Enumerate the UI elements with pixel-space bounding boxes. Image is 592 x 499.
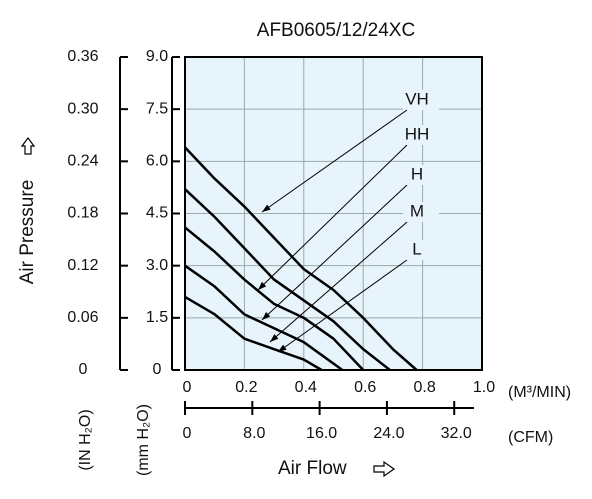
y2-tick-label: 0.12 (67, 257, 98, 274)
x-tick-label: 0.2 (235, 379, 257, 396)
legend-label-bg (403, 90, 439, 110)
legend-label: HH (405, 124, 430, 143)
leader-arrowhead (262, 311, 271, 320)
y-tick-label: 3.0 (146, 257, 168, 274)
y-tick-label: 9.0 (146, 48, 168, 65)
legend-label-bg (403, 240, 439, 260)
x-tick-label: 1.0 (473, 379, 495, 396)
y2-tick-label: 0.30 (67, 100, 98, 117)
series-line (184, 226, 365, 371)
y-tick-label: 4.5 (146, 205, 168, 222)
legend-label: M (410, 201, 424, 220)
right-arrow (373, 460, 396, 478)
legend-label: H (411, 164, 423, 183)
y-tick-label: 6.0 (146, 153, 168, 170)
leader-line (261, 184, 408, 321)
legend-label-bg (403, 165, 439, 185)
series-line (184, 146, 418, 371)
y-tick-label: 0 (153, 361, 162, 378)
x2-tick-label: 8.0 (243, 425, 265, 442)
legend-label-bg (403, 202, 439, 222)
x2-units: (CFM) (508, 429, 553, 446)
x-axis-label: Air Flow (278, 458, 347, 479)
x2-tick-label: 24.0 (373, 425, 404, 442)
x2-tick-label: 16.0 (306, 425, 337, 442)
y-tick-label: 1.5 (146, 309, 168, 326)
x-units: (M³/MIN) (508, 384, 571, 401)
leader-arrowhead (262, 204, 271, 212)
series-line (184, 264, 344, 372)
y2-tick-label: 0.06 (67, 309, 98, 326)
x-tick-label: 0.8 (413, 379, 435, 396)
leader-arrowhead (270, 334, 279, 342)
series-line (184, 188, 391, 371)
x-tick-label: 0.4 (295, 379, 317, 396)
series-line (184, 295, 323, 372)
y2-tick-label: 0.18 (67, 205, 98, 222)
legend-label: VH (405, 89, 429, 108)
leader-line (257, 144, 408, 291)
leader-line (269, 221, 408, 343)
leader-line (277, 259, 408, 353)
legend-label: L (412, 239, 421, 258)
y-units: (mm H₂O) (135, 404, 152, 476)
x-tick-label: 0 (183, 379, 192, 396)
leader-arrowhead (278, 344, 287, 352)
leader-line (261, 109, 408, 213)
x2-tick-label: 32.0 (441, 425, 472, 442)
y2-tick-label: 0.36 (67, 48, 98, 65)
legend-label-bg (403, 125, 439, 145)
x2-tick-label: 0 (183, 425, 192, 442)
y2-tick-label: 0.24 (67, 153, 98, 170)
leader-arrowhead (258, 281, 267, 290)
x-tick-label: 0.6 (354, 379, 376, 396)
up-arrow (20, 137, 36, 155)
chart-title: AFB0605/12/24XC (257, 20, 415, 41)
plot-frame (184, 56, 483, 371)
y2-units: (IN H₂O) (77, 409, 94, 470)
y-tick-label: 7.5 (146, 100, 168, 117)
y-axis-label: Air Pressure (17, 180, 38, 285)
y2-tick-label: 0 (79, 361, 88, 378)
